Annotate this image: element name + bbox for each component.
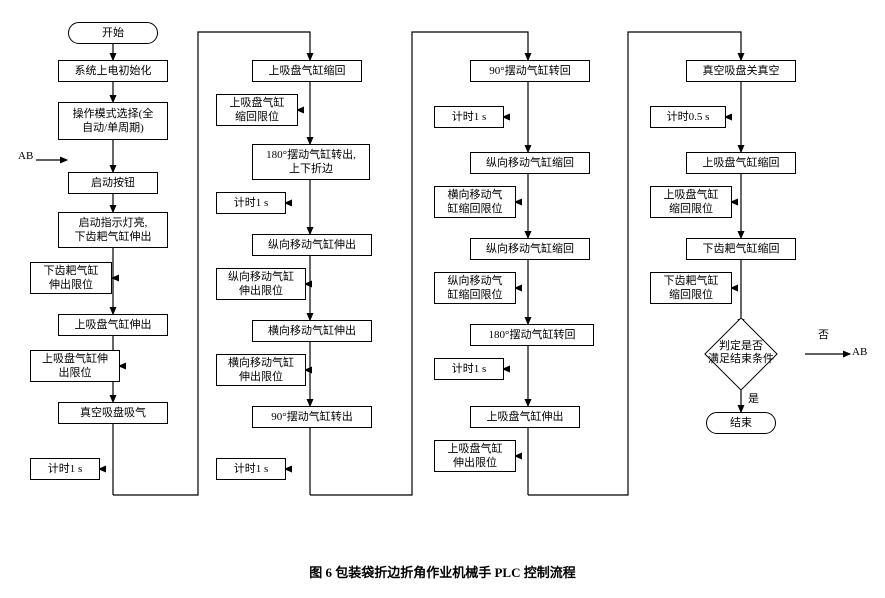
node-startbtn: 启动按钮 <box>68 172 158 194</box>
node-rot90out: 90°摆动气缸转出 <box>252 406 372 428</box>
node-long-ext-limit: 纵向移动气缸 伸出限位 <box>216 268 306 300</box>
node-decision: 判定是否 满足结束条件 <box>676 324 806 384</box>
label-ab-in: AB <box>18 150 33 162</box>
node-upper-ret: 上吸盘气缸缩回 <box>252 60 362 82</box>
node-upper-ext2-limit: 上吸盘气缸 伸出限位 <box>434 440 516 472</box>
node-long-ret-limit: 纵向移动气 缸缩回限位 <box>434 272 516 304</box>
node-timer05: 计时0.5 s <box>650 106 726 128</box>
node-timer1b: 计时1 s <box>216 192 286 214</box>
node-start: 开始 <box>68 22 158 44</box>
node-upper-ext2: 上吸盘气缸伸出 <box>470 406 580 428</box>
label-ab-out: AB <box>852 346 867 358</box>
node-timer1e: 计时1 s <box>434 358 504 380</box>
node-timer1d: 计时1 s <box>434 106 504 128</box>
node-init: 系统上电初始化 <box>58 60 168 82</box>
node-mode: 操作模式选择(全 自动/单周期) <box>58 102 168 140</box>
node-long-ret: 纵向移动气缸缩回 <box>470 238 590 260</box>
node-lower-ret: 下齿耙气缸缩回 <box>686 238 796 260</box>
node-lat-ret-limit: 横向移动气 缸缩回限位 <box>434 186 516 218</box>
node-upper-ret2-limit: 上吸盘气缸 缩回限位 <box>650 186 732 218</box>
node-rot180out: 180°摆动气缸转出, 上下折边 <box>252 144 370 180</box>
node-timer1a: 计时1 s <box>30 458 100 480</box>
node-vacuum: 真空吸盘吸气 <box>58 402 168 424</box>
node-lower-limit: 下齿耙气缸 伸出限位 <box>30 262 112 294</box>
node-rot180back: 180°摆动气缸转回 <box>470 324 594 346</box>
label-no: 否 <box>818 326 829 342</box>
node-timer1c: 计时1 s <box>216 458 286 480</box>
node-upper-ret-limit: 上吸盘气缸 缩回限位 <box>216 94 298 126</box>
node-lat-ret: 纵向移动气缸缩回 <box>470 152 590 174</box>
node-upper-ext-limit: 上吸盘气缸伸 出限位 <box>30 350 120 382</box>
node-end: 结束 <box>706 412 776 434</box>
node-rot90back: 90°摆动气缸转回 <box>470 60 590 82</box>
node-lower-ret-limit: 下齿耙气缸 缩回限位 <box>650 272 732 304</box>
node-light: 启动指示灯亮, 下齿耙气缸伸出 <box>58 212 168 248</box>
node-lat-ext: 横向移动气缸伸出 <box>252 320 372 342</box>
node-lat-ext-limit: 横向移动气缸 伸出限位 <box>216 354 306 386</box>
figure-caption: 图 6 包装袋折边折角作业机械手 PLC 控制流程 <box>0 562 885 581</box>
node-upper-ext: 上吸盘气缸伸出 <box>58 314 168 336</box>
label-yes: 是 <box>748 390 759 406</box>
node-vac-off: 真空吸盘关真空 <box>686 60 796 82</box>
node-upper-ret2: 上吸盘气缸缩回 <box>686 152 796 174</box>
node-long-ext: 纵向移动气缸伸出 <box>252 234 372 256</box>
